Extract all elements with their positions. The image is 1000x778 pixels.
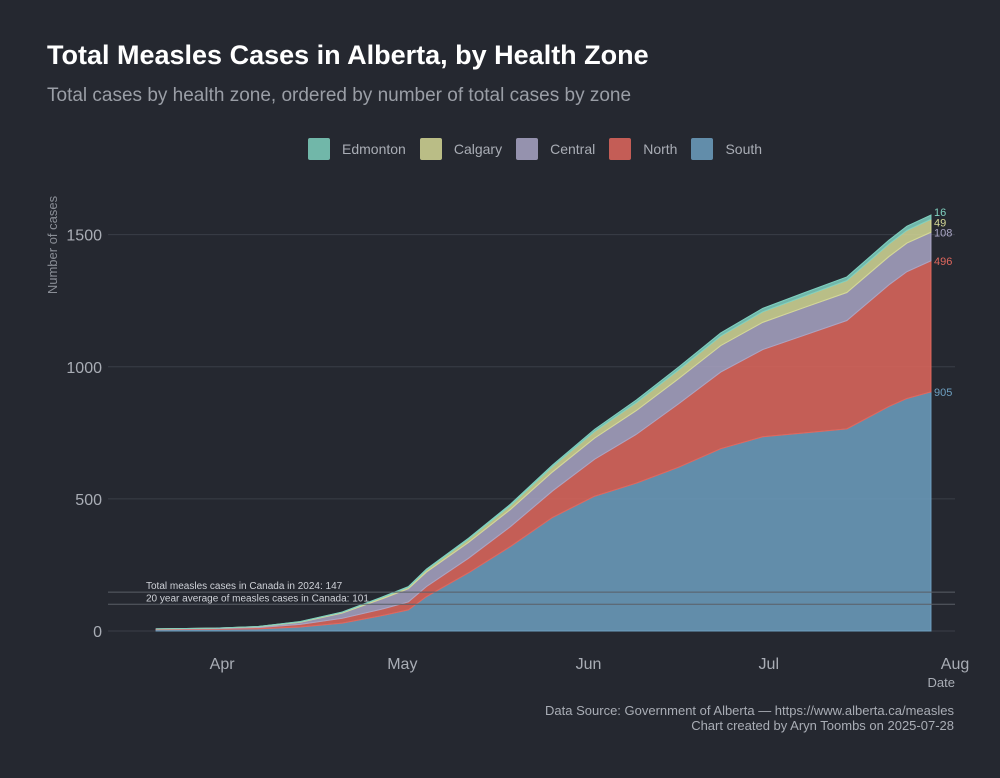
chart-credit-note: Chart created by Aryn Toombs on 2025-07-…: [691, 718, 954, 733]
x-tick-label: Jun: [576, 656, 602, 673]
reference-line-label-1: Total measles cases in Canada in 2024: 1…: [146, 581, 343, 592]
y-tick-label: 500: [75, 492, 102, 509]
area-edmonton: [156, 214, 932, 630]
legend-item-calgary: Calgary: [419, 138, 503, 160]
end-label-north: 496: [934, 256, 952, 268]
reference-line-label-2: 20 year average of measles cases in Cana…: [146, 593, 369, 604]
legend-label: Calgary: [453, 141, 503, 157]
y-tick-label: 0: [93, 624, 102, 641]
end-label-calgary: 49: [934, 217, 946, 229]
x-tick-label: Apr: [210, 656, 236, 673]
legend-item-edmonton: Edmonton: [308, 138, 406, 160]
end-label-edmonton: 16: [934, 207, 946, 219]
chart-subtitle: Total cases by health zone, ordered by n…: [47, 85, 632, 106]
x-tick-label: Jul: [759, 656, 779, 673]
legend-item-central: Central: [516, 138, 595, 160]
x-tick-label: May: [387, 656, 417, 673]
legend-item-south: South: [691, 138, 762, 160]
data-source-note: Data Source: Government of Alberta — htt…: [545, 703, 954, 718]
legend-label: Central: [550, 141, 596, 157]
legend-label: North: [643, 141, 678, 157]
legend-swatch: [419, 138, 442, 160]
x-axis-title: Date: [928, 675, 955, 690]
legend: Edmonton Calgary Central North South: [308, 138, 776, 160]
legend-item-north: North: [609, 138, 677, 160]
y-tick-label: 1500: [66, 228, 102, 245]
end-label-central: 108: [934, 227, 952, 239]
legend-swatch: [609, 138, 632, 160]
chart-title: Total Measles Cases in Alberta, by Healt…: [47, 40, 649, 70]
legend-swatch: [691, 138, 714, 160]
x-tick-label: Aug: [941, 656, 969, 673]
legend-swatch: [308, 138, 330, 160]
legend-swatch: [516, 138, 539, 160]
y-tick-label: 1000: [66, 360, 102, 377]
legend-label: Edmonton: [342, 141, 406, 157]
chart-footer: Data Source: Government of Alberta — htt…: [545, 703, 954, 733]
y-axis-title: Number of cases: [45, 195, 60, 294]
end-label-south: 905: [934, 387, 952, 399]
legend-label: South: [725, 141, 763, 157]
